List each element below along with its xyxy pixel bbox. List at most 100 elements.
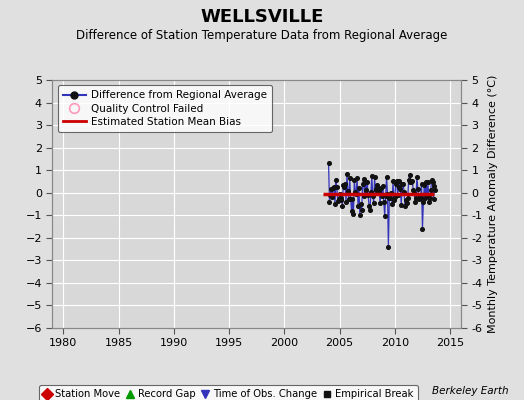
Point (376, 200, 384, 207)
Point (431, 186, 440, 193)
Point (420, 182, 429, 188)
Point (414, 196, 423, 202)
Point (395, 178, 403, 184)
Point (334, 196, 343, 202)
Point (401, 203, 409, 210)
Point (424, 179, 432, 185)
Point (343, 171, 351, 178)
Point (383, 190, 391, 197)
Point (409, 187, 418, 193)
Point (325, 199, 334, 205)
Point (374, 185, 383, 192)
Point (367, 189, 375, 195)
Point (413, 186, 422, 192)
Point (326, 192, 335, 198)
Point (364, 192, 373, 198)
Point (403, 195, 412, 202)
Point (328, 194, 336, 200)
Point (380, 212, 389, 219)
Point (419, 198, 428, 205)
Point (410, 190, 418, 197)
Point (394, 192, 402, 198)
Point (355, 184, 363, 191)
Point (339, 182, 347, 188)
Point (372, 187, 380, 194)
Point (356, 212, 364, 218)
Point (346, 196, 355, 202)
Point (388, 201, 396, 207)
Point (362, 186, 370, 193)
Point (412, 195, 420, 201)
Point (386, 194, 395, 201)
Point (381, 193, 390, 200)
Point (397, 202, 406, 208)
Point (384, 244, 392, 250)
Point (349, 211, 357, 218)
Point (337, 195, 346, 201)
Point (370, 174, 379, 181)
Point (429, 196, 438, 202)
Point (396, 186, 405, 192)
Point (385, 195, 394, 202)
Point (363, 178, 372, 185)
Point (416, 194, 424, 200)
Point (357, 206, 366, 213)
Point (417, 195, 425, 201)
Point (352, 191, 361, 197)
Point (411, 199, 419, 205)
Point (347, 208, 356, 214)
Point (429, 179, 437, 186)
Point (399, 181, 407, 188)
Point (408, 178, 417, 185)
Point (368, 193, 377, 199)
Point (392, 178, 401, 184)
Point (395, 184, 403, 190)
Point (389, 178, 397, 184)
Point (333, 184, 341, 190)
Point (361, 193, 369, 199)
Point (398, 180, 407, 187)
Point (406, 172, 414, 179)
Point (336, 197, 345, 203)
Point (350, 177, 358, 183)
Point (344, 188, 352, 194)
Point (417, 181, 425, 188)
Point (379, 199, 388, 205)
Point (353, 174, 361, 181)
Point (330, 184, 339, 190)
Point (338, 203, 346, 210)
Point (423, 193, 431, 199)
Point (418, 226, 427, 232)
Point (345, 196, 353, 202)
Point (365, 203, 373, 209)
Point (405, 177, 413, 184)
Point (369, 199, 378, 206)
Point (375, 188, 384, 194)
Point (331, 201, 339, 208)
Point (421, 195, 429, 201)
Point (345, 175, 354, 182)
Point (373, 182, 381, 189)
Legend: Station Move, Record Gap, Time of Obs. Change, Empirical Break: Station Move, Record Gap, Time of Obs. C… (39, 385, 418, 400)
Point (329, 185, 337, 191)
Point (340, 184, 348, 190)
Point (378, 193, 386, 200)
Point (391, 181, 400, 187)
Point (366, 207, 374, 213)
Point (351, 188, 359, 195)
Point (402, 200, 411, 206)
Point (425, 199, 433, 205)
Point (361, 179, 369, 185)
Point (407, 179, 416, 185)
Point (391, 194, 399, 200)
Point (368, 173, 376, 180)
Point (425, 195, 434, 202)
Point (334, 198, 342, 205)
Point (430, 183, 439, 189)
Point (335, 190, 344, 197)
Y-axis label: Monthly Temperature Anomaly Difference (°C): Monthly Temperature Anomaly Difference (… (488, 75, 498, 333)
Point (324, 160, 333, 167)
Point (390, 197, 398, 204)
Point (327, 186, 335, 192)
Point (341, 181, 350, 188)
